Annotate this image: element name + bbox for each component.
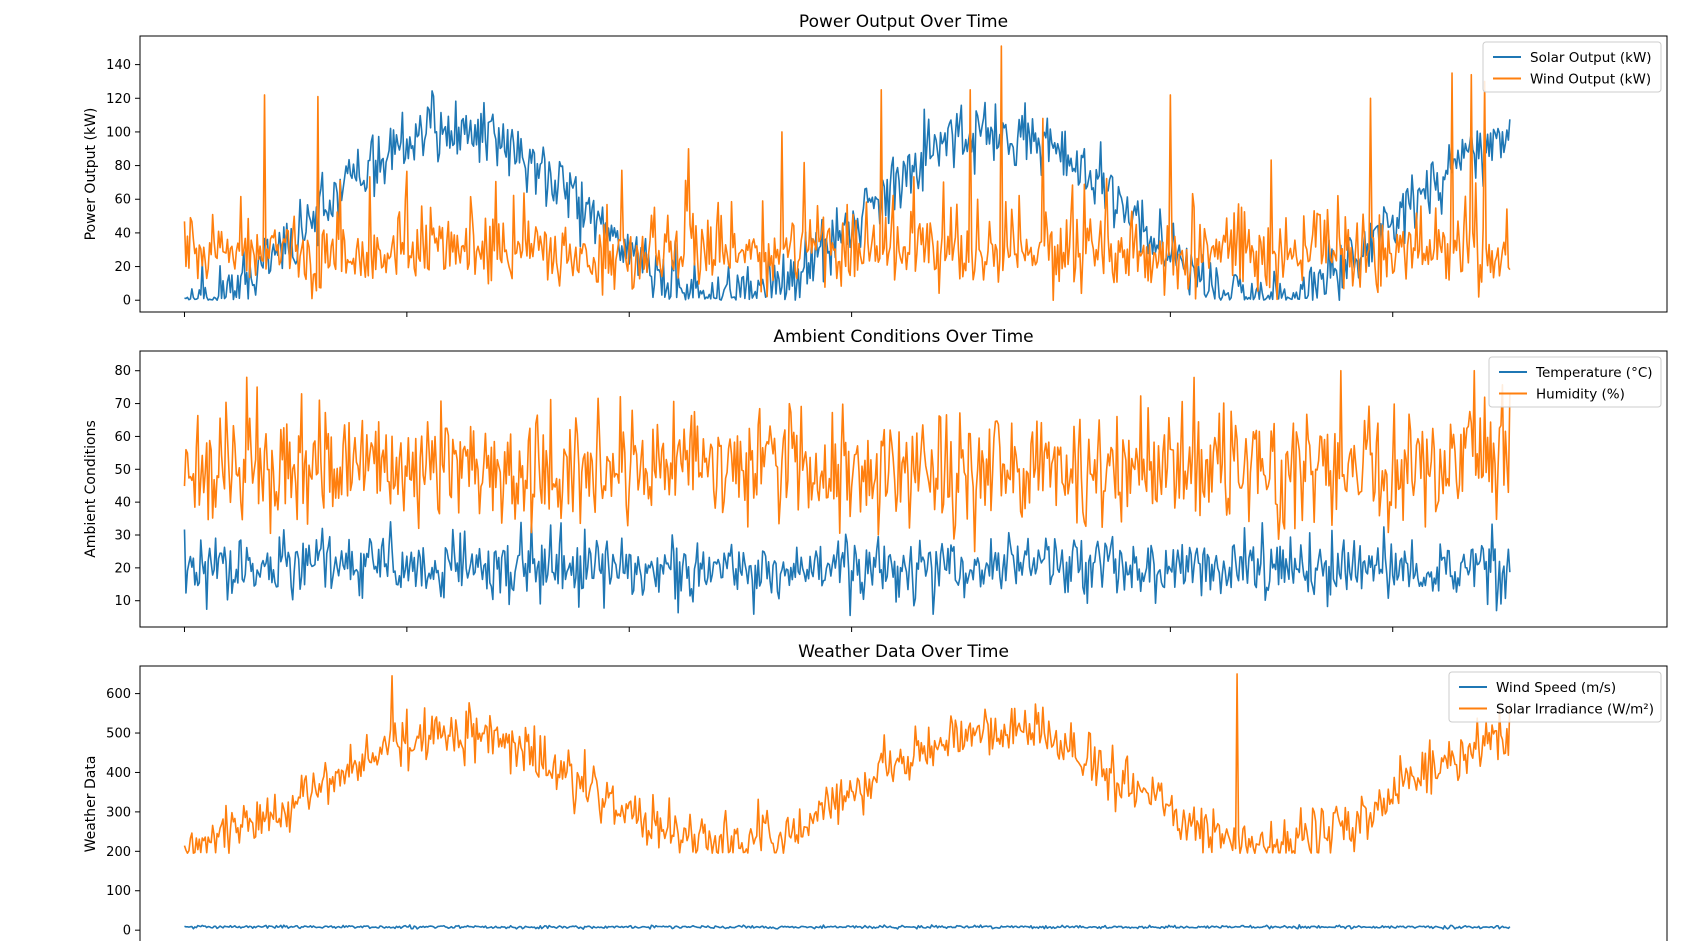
y-tick-label: 600 xyxy=(106,687,131,702)
axes-frame xyxy=(139,665,1668,941)
axes-frame xyxy=(139,350,1668,628)
legend-label-2: Wind Output (kW) xyxy=(1530,72,1651,88)
y-tick-label: 80 xyxy=(114,159,131,174)
y-tick-label: 100 xyxy=(106,125,131,140)
legend-label-1: Solar Output (kW) xyxy=(1530,50,1652,66)
y-tick-label: 400 xyxy=(106,766,131,781)
legend-label-1: Temperature (°C) xyxy=(1535,365,1653,381)
y-tick-label: 70 xyxy=(114,397,131,412)
legend-label-2: Humidity (%) xyxy=(1536,387,1625,403)
y-tick-label: 50 xyxy=(114,463,131,478)
series-line-2 xyxy=(183,45,1511,301)
legend-box xyxy=(1482,41,1662,93)
axes-frame xyxy=(139,35,1668,313)
y-tick-label: 120 xyxy=(106,92,131,107)
legend-box xyxy=(1488,356,1662,408)
y-tick-label: 140 xyxy=(106,58,131,73)
series-line-2 xyxy=(183,369,1511,553)
y-tick-label: 0 xyxy=(123,924,131,939)
subplot-1: Power Output Over Time 0 20 40 60 80 100 120 140… xyxy=(83,12,1668,317)
series-line-2 xyxy=(183,673,1511,855)
y-tick-label: 200 xyxy=(106,845,131,860)
y-tick-label: 30 xyxy=(114,529,131,544)
series-line-1 xyxy=(184,90,1511,301)
legend-box xyxy=(1448,671,1662,723)
y-tick-label: 60 xyxy=(114,430,131,445)
chart-title: Power Output Over Time xyxy=(799,12,1008,32)
y-tick-label: 100 xyxy=(106,884,131,899)
y-tick-label: 0 xyxy=(123,294,131,309)
series-line-1 xyxy=(183,519,1511,617)
y-tick-label: 80 xyxy=(114,364,131,379)
legend: Wind Speed (m/s) Solar Irradiance (W/m²) xyxy=(1448,671,1662,723)
y-tick-label: 20 xyxy=(114,260,131,275)
chart-title: Weather Data Over Time xyxy=(798,642,1009,662)
y-tick-label: 20 xyxy=(114,561,131,576)
legend: Temperature (°C) Humidity (%) xyxy=(1488,356,1662,408)
subplot-2: Ambient Conditions Over Time 10 20 30 40 50 60… xyxy=(83,327,1668,632)
subplot-3: Weather Data Over Time 0 100 200 300 400 500 60… xyxy=(83,642,1668,941)
chart-title: Ambient Conditions Over Time xyxy=(773,327,1033,347)
y-tick-label: 40 xyxy=(114,226,131,241)
series-line-1 xyxy=(184,924,1511,930)
legend-label-2: Solar Irradiance (W/m²) xyxy=(1496,702,1654,718)
y-tick-label: 300 xyxy=(106,805,131,820)
legend-label-1: Wind Speed (m/s) xyxy=(1496,680,1616,696)
y-tick-label: 60 xyxy=(114,193,131,208)
y-axis-label: Weather Data xyxy=(83,756,99,853)
y-tick-label: 500 xyxy=(106,727,131,742)
legend: Solar Output (kW) Wind Output (kW) xyxy=(1482,41,1662,93)
y-axis-label: Power Output (kW) xyxy=(83,108,99,241)
y-tick-label: 10 xyxy=(114,594,131,609)
y-axis-label: Ambient Conditions xyxy=(83,420,99,558)
y-tick-label: 40 xyxy=(114,496,131,511)
